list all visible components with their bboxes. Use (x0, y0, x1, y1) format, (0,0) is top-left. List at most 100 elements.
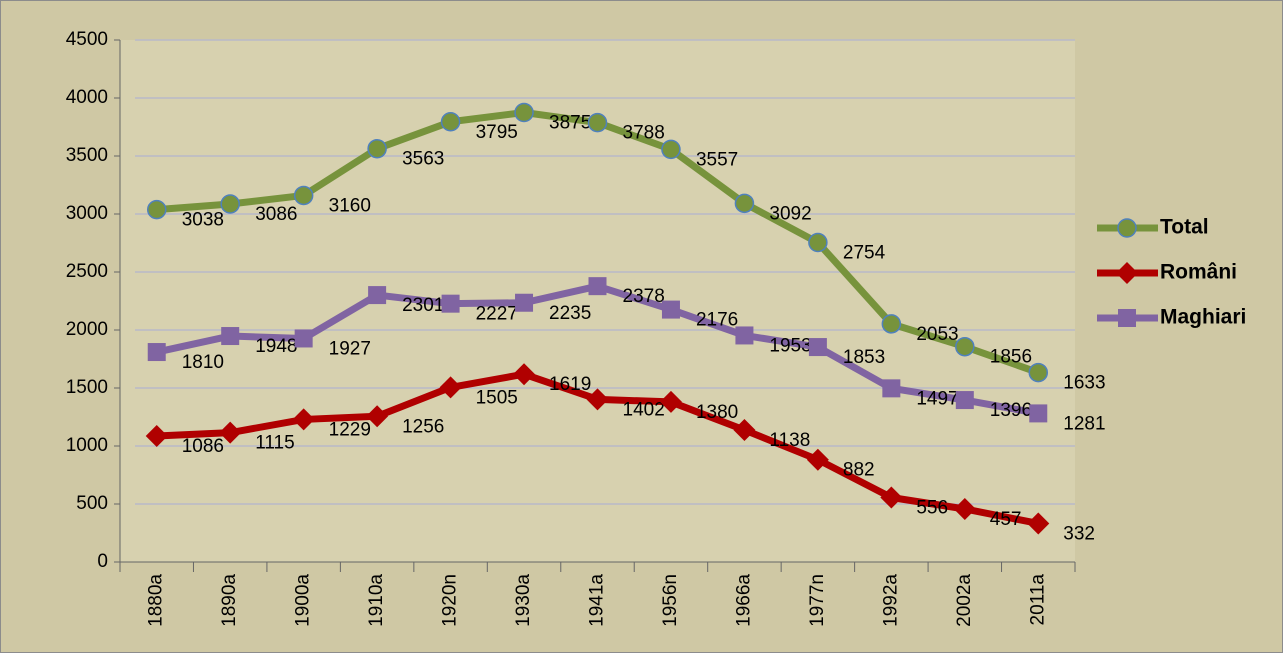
data-label: 3086 (255, 204, 297, 225)
series: 3038 3086 3160 3563 3795 3875 3788 3557 3092 2754… (146, 102, 1106, 394)
y-tick-label: 1000 (66, 435, 108, 456)
series: 1086 1115 1229 1256 1505 1619 1402 1380 1138 882 5… (145, 363, 1095, 545)
data-label: 3160 (329, 195, 371, 216)
data-label: 332 (1063, 524, 1095, 545)
x-tick-label: 1977n (807, 574, 828, 627)
marker (586, 388, 609, 411)
data-label: 1281 (1063, 413, 1105, 434)
data-label: 3038 (182, 210, 224, 231)
data-label: 2378 (623, 286, 665, 307)
data-label: 1633 (1063, 373, 1105, 394)
data-label: 1505 (476, 387, 518, 408)
data-label: 1948 (255, 336, 297, 357)
data-label: 1810 (182, 352, 224, 373)
data-label: 1856 (990, 347, 1032, 368)
x-tick-label: 1880a (146, 574, 167, 627)
data-label: 556 (916, 498, 948, 519)
marker (953, 497, 976, 520)
marker (441, 294, 460, 313)
data-label: 3557 (696, 149, 738, 170)
data-label: 3563 (402, 149, 444, 170)
data-label: 1138 (769, 430, 810, 451)
x-tick-label: 1900a (293, 574, 314, 627)
data-label: 2227 (476, 304, 518, 325)
y-tick-label: 2500 (66, 261, 108, 282)
data-label: 3788 (623, 123, 665, 144)
marker (882, 379, 901, 398)
data-label: 1086 (182, 436, 224, 457)
x-tick-label: 2011a (1027, 574, 1048, 626)
data-label: 3092 (769, 203, 811, 224)
marker (661, 139, 681, 160)
data-label: 3795 (476, 122, 518, 143)
marker (1029, 404, 1048, 423)
marker (880, 486, 903, 509)
marker (733, 418, 756, 441)
data-label: 457 (990, 509, 1022, 530)
marker (145, 425, 168, 448)
data-label: 882 (843, 460, 875, 481)
y-tick-label: 3500 (66, 145, 108, 166)
marker (515, 293, 534, 312)
marker (734, 193, 755, 214)
x-tick-label: 1930a (513, 574, 534, 627)
y-tick-label: 3000 (66, 203, 108, 224)
y-tick-label: 4000 (66, 87, 108, 108)
series: 1810 1948 1927 2301 2227 2235 2378 2176 1953 1853… (147, 277, 1106, 434)
marker (806, 448, 829, 471)
x-tick-label: 1956n (660, 574, 681, 627)
data-label: 1229 (329, 419, 371, 440)
marker (955, 391, 974, 410)
marker (514, 102, 534, 123)
marker (366, 405, 389, 428)
legend-label: Total (1160, 216, 1209, 239)
legend-label: Români (1160, 261, 1237, 284)
data-label: 1927 (329, 338, 371, 359)
data-label: 1953 (769, 335, 811, 356)
x-tick-label: 1920n (440, 574, 461, 627)
y-tick-label: 2000 (66, 319, 108, 340)
data-label: 1497 (916, 388, 958, 409)
data-label: 1380 (696, 402, 738, 423)
marker (808, 338, 827, 357)
data-label: 3875 (549, 113, 591, 134)
y-tick-label: 500 (76, 493, 108, 514)
x-tick-label: 2002a (954, 574, 975, 627)
y-tick-label: 1500 (66, 377, 108, 398)
x-tick-label: 1966a (733, 574, 754, 627)
x-tick-label: 1910a (366, 574, 387, 627)
x-tick-label: 1941a (587, 574, 608, 627)
marker (219, 421, 242, 444)
marker (661, 300, 680, 319)
marker (588, 277, 607, 296)
marker (439, 376, 462, 399)
marker (955, 336, 975, 357)
marker (293, 185, 314, 206)
data-label: 1853 (843, 347, 885, 368)
data-label: 2053 (916, 324, 958, 345)
marker (1117, 218, 1137, 238)
marker (146, 199, 167, 220)
data-label: 2176 (696, 310, 738, 331)
marker (367, 138, 387, 159)
x-tick-label: 1890a (219, 574, 240, 627)
marker (1116, 262, 1138, 284)
marker (440, 112, 461, 132)
marker (735, 326, 754, 345)
y-tick-label: 0 (97, 551, 108, 572)
marker (659, 390, 682, 413)
data-label: 1402 (623, 399, 665, 420)
marker (1118, 309, 1136, 327)
legend-label: Maghiari (1160, 306, 1246, 329)
marker (221, 327, 240, 346)
data-label: 1396 (990, 400, 1032, 421)
marker (294, 329, 313, 348)
data-label: 1115 (255, 433, 294, 454)
marker (1028, 362, 1049, 383)
marker (368, 286, 387, 305)
marker (808, 232, 828, 253)
marker (220, 194, 240, 214)
marker (513, 363, 536, 386)
